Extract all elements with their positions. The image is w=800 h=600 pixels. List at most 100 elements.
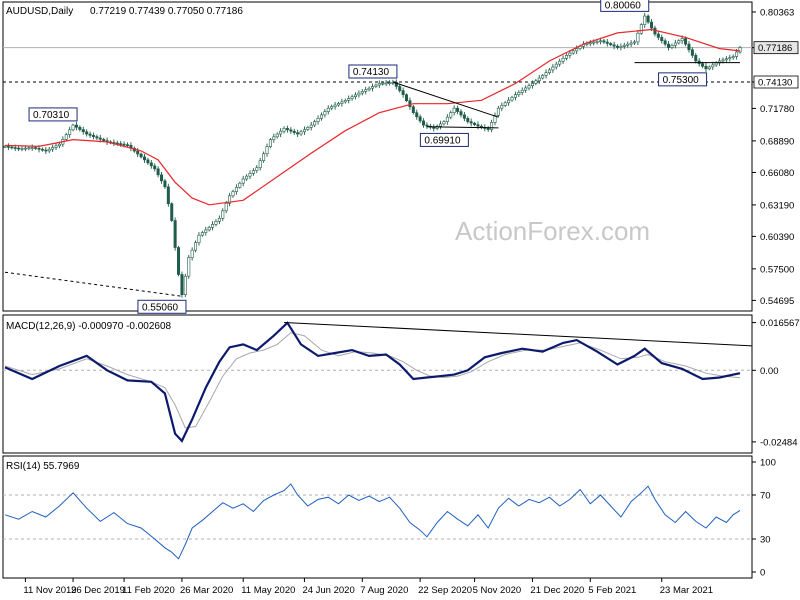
candle-body <box>656 33 660 38</box>
level-tag-label: 0.74130 <box>758 78 792 89</box>
candle-body <box>119 143 123 145</box>
candle-body <box>527 85 531 89</box>
candle-body <box>221 210 225 219</box>
annotation-label: 0.74130 <box>353 67 390 78</box>
candle-body <box>296 132 300 135</box>
candle-body <box>411 106 415 113</box>
candle-body <box>357 92 361 96</box>
candle-body <box>670 44 674 48</box>
time-tick-label: 23 Mar 2021 <box>660 585 713 596</box>
candle-body <box>561 57 565 62</box>
candle-body <box>71 124 75 131</box>
candle-body <box>473 122 477 125</box>
candle-body <box>442 121 446 125</box>
candle-body <box>30 147 34 149</box>
candle-body <box>547 69 551 73</box>
candle-body <box>160 174 164 182</box>
candle-body <box>289 129 293 132</box>
candle-body <box>714 62 718 66</box>
candle-body <box>10 146 14 149</box>
candle-body <box>445 116 449 122</box>
candle-body <box>517 92 521 96</box>
candle-body <box>282 128 286 132</box>
price-tick-label: 0.63190 <box>760 200 794 211</box>
candle-body <box>619 46 623 48</box>
candle-body <box>163 180 167 188</box>
price-tick-label: 0.71780 <box>760 104 794 115</box>
candle-body <box>449 112 453 118</box>
candle-body <box>95 136 99 139</box>
candle-body <box>224 203 228 212</box>
candle-body <box>639 24 643 34</box>
time-tick-label: 26 Dec 2019 <box>71 585 125 596</box>
price-tick-label: 0.60390 <box>760 232 794 243</box>
candle-body <box>507 99 511 104</box>
candle-body <box>194 242 198 251</box>
candle-body <box>57 143 61 147</box>
price-axis-tags: 0.77186 0.74130 <box>753 41 799 89</box>
candle-body <box>493 115 497 123</box>
time-tick-label: 22 Sep 2020 <box>418 585 472 596</box>
candle-body <box>615 45 619 48</box>
candle-body <box>272 136 276 140</box>
candle-body <box>530 83 534 87</box>
candle-body <box>388 82 392 84</box>
rsi-tick-label: 0 <box>760 568 765 579</box>
candle-body <box>684 38 688 45</box>
candle-body <box>299 131 303 135</box>
candle-body <box>190 249 194 258</box>
time-tick-label: 7 Aug 2020 <box>360 585 408 596</box>
candle-body <box>217 218 221 222</box>
rsi-line <box>4 483 741 560</box>
candle-body <box>340 101 344 104</box>
candle-body <box>500 105 504 109</box>
time-tick-label: 5 Nov 2020 <box>473 585 522 596</box>
candle-body <box>677 40 681 44</box>
candle-body <box>384 82 388 85</box>
candle-body <box>673 42 677 46</box>
candle-body <box>153 165 157 170</box>
candle-body <box>728 57 732 60</box>
candle-body <box>667 43 671 48</box>
candle-body <box>408 100 412 107</box>
candle-body <box>333 104 337 107</box>
candle-body <box>650 21 654 29</box>
candle-body <box>456 107 460 112</box>
candle-body <box>537 77 541 82</box>
candle-body <box>98 137 102 140</box>
candle-body <box>687 43 691 51</box>
macd-axis: 0.016567 0.00 -0.02484 <box>3 318 800 448</box>
candle-body <box>279 130 283 135</box>
candle-body <box>91 135 95 137</box>
candle-body <box>139 153 143 158</box>
candle-body <box>285 128 289 131</box>
annotation-label: 0.75300 <box>663 75 700 86</box>
candle-body <box>292 130 296 133</box>
price-panel: ActionForex.com AUDUSD,Daily 0.77219 0.7… <box>2 0 799 314</box>
candle-body <box>636 32 640 43</box>
candle-body <box>544 72 548 76</box>
candle-body <box>211 223 215 228</box>
candle-body <box>694 55 698 62</box>
rsi-tick-label: 30 <box>760 535 771 546</box>
candle-body <box>27 147 31 150</box>
candle-body <box>122 143 126 146</box>
candle-body <box>721 59 725 62</box>
price-tick-label: 0.57500 <box>760 264 794 275</box>
candle-body <box>74 124 78 128</box>
candle-body <box>234 187 238 192</box>
candle-body <box>214 220 218 225</box>
candle-body <box>149 162 153 167</box>
price-tick-label: 0.80363 <box>760 7 794 18</box>
macd-tick-label: 0.016567 <box>760 318 800 329</box>
candle-body <box>405 94 409 101</box>
candle-body <box>248 173 252 177</box>
candle-body <box>476 124 480 127</box>
candle-body <box>367 87 371 91</box>
candle-body <box>262 153 266 162</box>
candle-body <box>701 63 705 67</box>
candle-body <box>418 116 422 122</box>
candle-body <box>13 147 17 149</box>
